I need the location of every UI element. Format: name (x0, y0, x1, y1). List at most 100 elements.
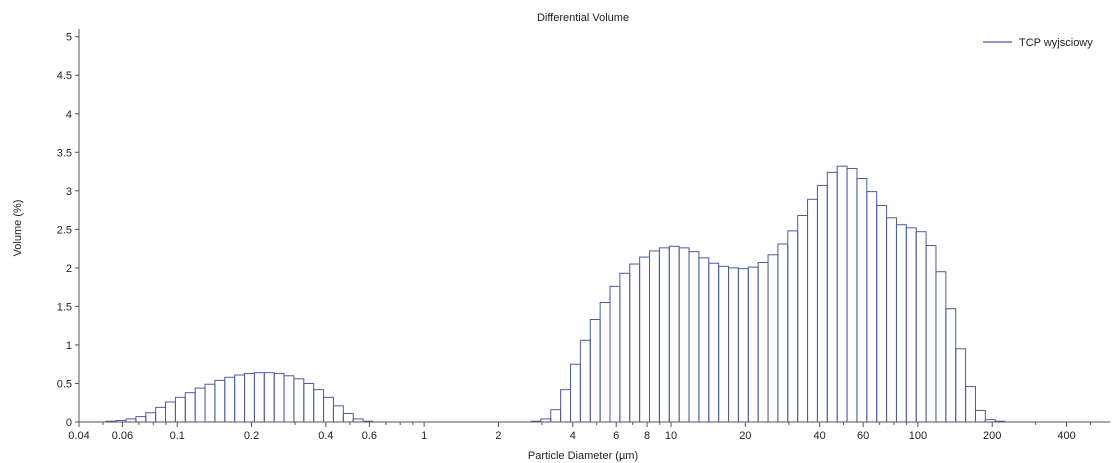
histogram-bar (836, 165, 848, 423)
histogram-bar (569, 363, 581, 423)
histogram-bar (945, 308, 957, 423)
histogram-bar (757, 261, 769, 423)
x-axis-title: Particle Diameter (µm) (528, 450, 638, 462)
x-tick-label: 60 (857, 430, 869, 442)
histogram-bar (856, 177, 868, 423)
histogram-bar (787, 230, 799, 423)
histogram-bar (293, 378, 305, 423)
chart-title: Differential Volume (537, 12, 629, 24)
histogram-bar (728, 267, 739, 423)
bar-series (105, 165, 1006, 423)
x-tick-label: 8 (644, 430, 650, 442)
histogram-bar (807, 198, 818, 423)
x-tick-label: 2 (495, 430, 501, 442)
histogram-bar (619, 272, 631, 423)
y-tick-label: 4 (66, 109, 72, 121)
histogram-bar (323, 396, 334, 423)
histogram-bar (698, 257, 710, 423)
histogram-bar (629, 263, 641, 423)
legend: TCP wyjsciowy (983, 37, 1093, 49)
histogram-bar (668, 245, 680, 423)
y-tick-label: 0.5 (57, 378, 72, 390)
histogram-bar (688, 251, 700, 423)
histogram-bar (165, 401, 176, 423)
x-tick-label: 200 (983, 430, 1001, 442)
histogram-bar (244, 372, 255, 423)
y-tick-label: 5 (66, 32, 72, 44)
histogram-bar (965, 386, 976, 423)
x-tick-label: 400 (1057, 430, 1075, 442)
histogram-bar (579, 339, 591, 423)
histogram-bar (204, 383, 216, 423)
histogram-bar (214, 379, 226, 423)
x-tick-label: 10 (665, 430, 677, 442)
histogram-bar (905, 227, 917, 423)
histogram-bar (846, 167, 858, 423)
histogram-bar (797, 214, 809, 423)
x-axis-ticks: 0.04 0.06 0.1 0.2 0.4 0.6 1 2 4 6 8 10 20 40 60 100 200 4… (68, 422, 1091, 442)
histogram-bar (955, 348, 967, 423)
histogram-bar (550, 409, 562, 423)
histogram-bar (184, 392, 196, 423)
histogram-bar (155, 406, 167, 423)
x-tick-label: 100 (909, 430, 927, 442)
histogram-bar (589, 319, 601, 423)
histogram-bar (332, 405, 344, 423)
histogram-bar (342, 413, 354, 423)
y-axis-title: Volume (%) (12, 200, 24, 257)
x-tick-label: 6 (613, 430, 619, 442)
histogram-bar (876, 204, 888, 423)
histogram-bar (283, 375, 295, 423)
histogram-bar (263, 372, 275, 423)
x-tick-label: 40 (814, 430, 826, 442)
histogram-bar (895, 224, 907, 423)
x-tick-label: 0.1 (170, 430, 185, 442)
y-tick-label: 1 (66, 340, 72, 352)
y-tick-label: 3 (66, 186, 72, 198)
histogram-bar (935, 271, 947, 423)
histogram-bar (718, 265, 730, 423)
histogram-bar (609, 285, 621, 423)
x-tick-label: 0.06 (112, 430, 133, 442)
y-tick-label: 1.5 (57, 301, 72, 313)
histogram-bar (816, 184, 828, 423)
histogram-bar (708, 262, 720, 423)
histogram-bar (649, 250, 660, 423)
histogram-bar (174, 396, 186, 423)
histogram-bar (678, 247, 690, 423)
histogram-bar (145, 412, 157, 423)
histogram-bar (915, 231, 927, 423)
y-tick-label: 4.5 (57, 70, 72, 82)
x-tick-label: 0.04 (68, 430, 89, 442)
x-tick-label: 0.4 (318, 430, 333, 442)
y-tick-label: 2.5 (57, 224, 72, 236)
histogram-bar (866, 191, 878, 423)
histogram-bar (826, 171, 838, 423)
y-tick-label: 0 (66, 417, 72, 429)
legend-label: TCP wyjsciowy (1019, 37, 1093, 49)
x-tick-label: 20 (739, 430, 751, 442)
histogram-bar (767, 254, 779, 423)
histogram-bar (313, 389, 325, 423)
histogram-bar (639, 256, 651, 423)
x-tick-label: 0.6 (362, 430, 377, 442)
histogram-bar (737, 268, 749, 423)
histogram-bar (303, 382, 315, 423)
histogram-bar (135, 416, 147, 423)
x-tick-label: 4 (570, 430, 576, 442)
histogram-bar (925, 245, 937, 423)
histogram-bar (224, 376, 236, 423)
histogram-bar (658, 247, 670, 423)
histogram-bar (560, 389, 571, 423)
histogram-bar (273, 372, 285, 423)
histogram-bar (253, 372, 265, 423)
histogram-bar (747, 266, 759, 423)
histogram-bar (777, 243, 789, 423)
y-axis-ticks: 0 0.5 1 1.5 2 2.5 3 3.5 4 4.5 5 (57, 32, 79, 429)
x-tick-label: 1 (421, 430, 427, 442)
histogram-bar (974, 409, 986, 423)
y-tick-label: 3.5 (57, 147, 72, 159)
histogram-bar (886, 217, 897, 423)
y-tick-label: 2 (66, 263, 72, 275)
